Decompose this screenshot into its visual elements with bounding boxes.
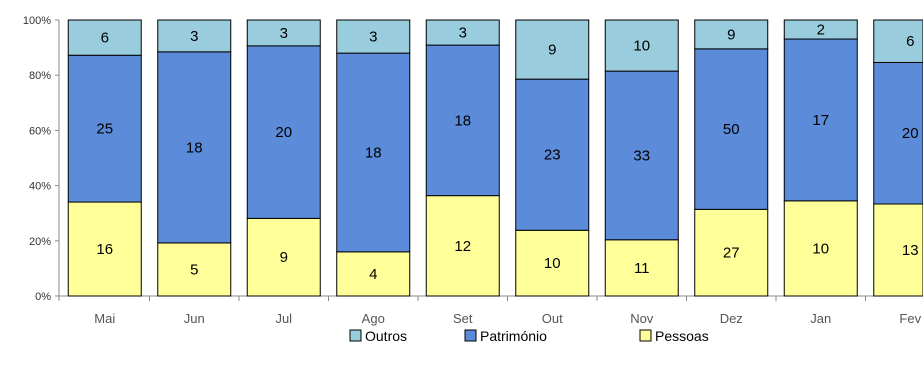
y-ticks: 0% 20% 40% 60% 80% 100% bbox=[23, 15, 59, 303]
legend-item-património: Património bbox=[464, 328, 547, 344]
data-label: 9 bbox=[280, 249, 288, 266]
bar-segment-outros bbox=[873, 19, 923, 63]
bar-group-dez: 27 50 9 bbox=[694, 19, 769, 297]
data-label: 3 bbox=[459, 25, 467, 42]
bar-segment-pessoas bbox=[783, 200, 858, 297]
x-tick-label: Nov bbox=[630, 311, 654, 326]
x-tick-label: Dez bbox=[720, 311, 743, 326]
bar-segment-outros bbox=[67, 19, 142, 56]
bar-segment-outros bbox=[694, 19, 769, 50]
data-label: 20 bbox=[902, 125, 919, 142]
bar-segment-pessoas bbox=[694, 208, 769, 297]
bars: 1625651839203418312183102391133102750910… bbox=[67, 19, 923, 297]
bar-segment-outros bbox=[157, 19, 232, 53]
bar-segment-património bbox=[783, 38, 858, 202]
x-tick-label: Jul bbox=[275, 311, 292, 326]
bar-segment-património bbox=[515, 78, 590, 231]
bar-segment-outros bbox=[783, 19, 858, 40]
data-label: 33 bbox=[633, 147, 650, 164]
x-tick-label: Out bbox=[542, 311, 563, 326]
data-label: 27 bbox=[723, 245, 740, 262]
bar-group-jun: 5 18 3 bbox=[157, 19, 232, 297]
data-label: 9 bbox=[548, 42, 556, 59]
bar-segment-pessoas bbox=[604, 239, 679, 297]
legend-swatch bbox=[349, 329, 362, 342]
data-label: 18 bbox=[454, 112, 471, 129]
bar-segment-património bbox=[67, 54, 142, 203]
bar-segment-outros bbox=[604, 19, 679, 72]
bar-segment-património bbox=[873, 61, 923, 205]
legend-item-pessoas: Pessoas bbox=[639, 328, 709, 344]
x-tick-label: Ago bbox=[362, 311, 385, 326]
x-tick-label: Jun bbox=[184, 311, 205, 326]
bar-group-jul: 9 20 3 bbox=[246, 19, 321, 297]
data-label: 50 bbox=[723, 121, 740, 138]
x-ticks: Mai Jun Jul Ago Set Out Nov Dez Jan Fev bbox=[58, 296, 922, 326]
bar-segment-pessoas bbox=[157, 242, 232, 297]
bar-group-ago: 4 18 3 bbox=[336, 19, 411, 297]
data-label: 18 bbox=[186, 139, 203, 156]
data-label: 6 bbox=[101, 30, 109, 47]
legend-label: Outros bbox=[365, 328, 407, 344]
data-label: 11 bbox=[634, 260, 650, 277]
bar-segment-outros bbox=[425, 19, 500, 46]
bar-segment-pessoas bbox=[336, 251, 411, 297]
bar-group-jan: 10 17 2 bbox=[783, 19, 858, 297]
data-label: 3 bbox=[190, 28, 198, 45]
legend-swatch bbox=[464, 329, 477, 342]
bar-segment-património bbox=[336, 52, 411, 253]
bar-group-out: 10 23 9 bbox=[515, 19, 590, 297]
y-tick-label: 80% bbox=[29, 70, 51, 82]
bar-segment-pessoas bbox=[873, 203, 923, 297]
data-label: 10 bbox=[544, 255, 561, 272]
data-label: 10 bbox=[633, 38, 650, 55]
bar-segment-pessoas bbox=[425, 195, 500, 297]
legend-item-outros: Outros bbox=[349, 328, 407, 344]
x-tick-label: Jan bbox=[810, 311, 831, 326]
legend-label: Património bbox=[480, 328, 547, 344]
x-tick-label: Mai bbox=[94, 311, 115, 326]
data-label: 20 bbox=[275, 124, 292, 141]
y-tick-label: 40% bbox=[29, 181, 51, 193]
legend: Outros Património Pessoas bbox=[349, 328, 709, 344]
legend-swatch bbox=[639, 329, 652, 342]
bar-segment-outros bbox=[336, 19, 411, 54]
bar-segment-património bbox=[246, 45, 321, 219]
data-label: 4 bbox=[369, 266, 377, 283]
data-label: 2 bbox=[817, 22, 825, 39]
data-label: 6 bbox=[906, 33, 914, 50]
data-label: 12 bbox=[454, 238, 471, 255]
data-label: 23 bbox=[544, 147, 561, 164]
y-tick-label: 60% bbox=[29, 125, 51, 137]
bar-group-set: 12 18 3 bbox=[425, 19, 500, 297]
data-label: 13 bbox=[902, 242, 919, 259]
bar-segment-património bbox=[694, 48, 769, 210]
x-tick-label: Set bbox=[453, 311, 473, 326]
bar-segment-património bbox=[604, 70, 679, 241]
bar-segment-outros bbox=[246, 19, 321, 47]
data-label: 16 bbox=[96, 241, 113, 258]
data-label: 9 bbox=[727, 26, 735, 43]
data-label: 18 bbox=[365, 144, 382, 161]
legend-label: Pessoas bbox=[655, 328, 709, 344]
bar-group-nov: 11 33 10 bbox=[604, 19, 679, 297]
x-tick-label: Fev bbox=[899, 311, 921, 326]
y-tick-label: 100% bbox=[23, 15, 51, 27]
y-tick-label: 0% bbox=[35, 291, 51, 303]
data-label: 3 bbox=[369, 29, 377, 46]
bar-group-fev: 13 20 6 bbox=[873, 19, 923, 297]
data-label: 5 bbox=[190, 261, 198, 278]
bar-segment-pessoas bbox=[67, 201, 142, 297]
data-label: 25 bbox=[96, 121, 113, 138]
y-tick-label: 20% bbox=[29, 236, 51, 248]
bar-segment-património bbox=[157, 51, 232, 244]
bar-segment-outros bbox=[515, 19, 590, 80]
bar-group-mai: 16 25 6 bbox=[67, 19, 142, 297]
data-label: 10 bbox=[812, 240, 829, 257]
data-label: 3 bbox=[280, 25, 288, 42]
data-label: 17 bbox=[812, 112, 829, 129]
